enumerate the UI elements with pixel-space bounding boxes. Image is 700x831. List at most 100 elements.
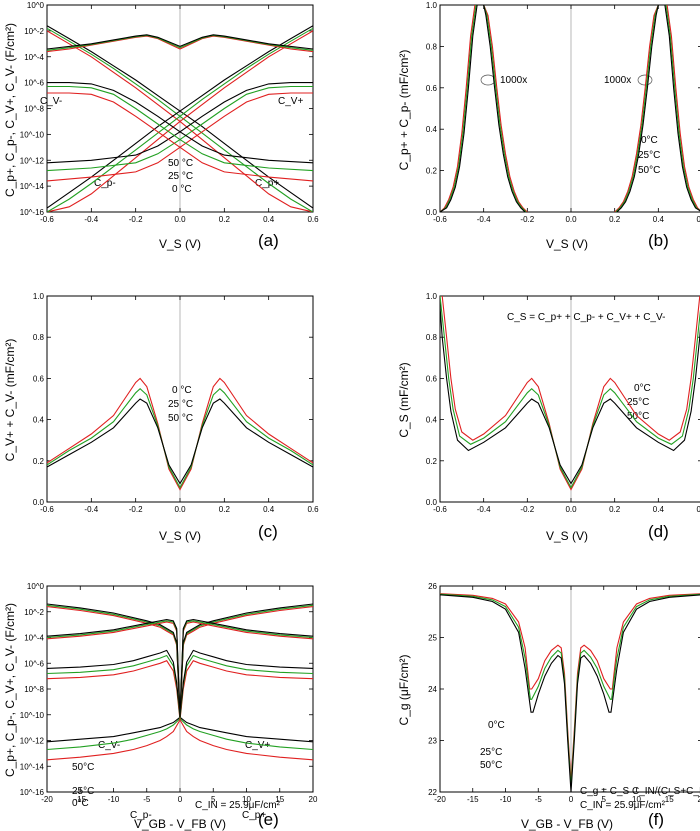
- x-tick-label-d: 0.4: [653, 505, 665, 514]
- annotation-0c-b: 0°C: [641, 135, 658, 146]
- xlabel-f: V_GB - V_FB (V): [521, 817, 613, 831]
- x-tick-label-a: -0.6: [40, 215, 54, 224]
- y-tick-label-d: 1.0: [426, 292, 438, 301]
- ylabel-e: C_p+, C_p-, C_V+, C_V- (F/cm²): [3, 603, 17, 777]
- y-tick-label-a: 10^-4: [24, 53, 44, 62]
- series-line-b-3: [614, 5, 700, 212]
- x-tick-label-d: 0.2: [609, 505, 621, 514]
- x-tick-label-a: 0.2: [219, 215, 231, 224]
- series-line-a-11: [47, 82, 313, 164]
- annotation-0c-e: 0°C: [72, 798, 89, 809]
- y-tick-label-b: 0.2: [426, 167, 438, 176]
- y-tick-label-d: 0.6: [426, 374, 438, 383]
- xlabel-c: V_S (V): [159, 529, 201, 543]
- series-line-e-14: [47, 603, 181, 718]
- annotation-cv-plus-a: C_V+: [278, 96, 303, 107]
- y-tick-label-c: 1.0: [33, 292, 45, 301]
- series-line-f-0: [440, 593, 700, 782]
- annotation-cv-minus-a: C_V-: [40, 96, 62, 107]
- series-group-b: [440, 5, 700, 212]
- x-tick-label-c: -0.6: [40, 505, 54, 514]
- x-tick-label-f: 15: [665, 795, 674, 804]
- series-line-e-6: [47, 719, 181, 761]
- annotation-cin-f: C_IN = 25.9μF/cm²: [580, 800, 666, 811]
- y-tick-label-a: 10^-12: [20, 156, 45, 165]
- x-tick-label-f: 20: [698, 795, 700, 804]
- y-tick-label-a: 10^-2: [24, 27, 44, 36]
- x-tick-label-f: -10: [500, 795, 512, 804]
- x-tick-label-f: 10: [632, 795, 641, 804]
- annotation-0c-a: 0 °C: [172, 184, 192, 195]
- y-tick-label-b: 1.0: [426, 1, 438, 10]
- y-tick-label-f: 25: [428, 634, 437, 643]
- series-line-a-14: [47, 34, 313, 50]
- annotation-1000x-left-b: 1000x: [500, 75, 527, 86]
- series-line-e-11: [179, 716, 313, 743]
- annotation-cp-plus-e: C_p+: [242, 810, 266, 821]
- series-line-b-5: [616, 5, 700, 212]
- x-tick-label-e: 0: [178, 795, 183, 804]
- series-line-a-10: [47, 85, 313, 172]
- x-tick-label-e: 5: [211, 795, 216, 804]
- x-tick-label-c: 0.6: [307, 505, 319, 514]
- y-tick-label-e: 10^-16: [20, 788, 45, 797]
- y-tick-label-c: 0.6: [33, 374, 45, 383]
- annotation-25c-d: 25°C: [627, 397, 649, 408]
- series-line-e-5: [179, 649, 313, 718]
- series-line-b-10: [665, 5, 700, 212]
- series-line-e-2: [47, 649, 181, 718]
- panel-label-c: (c): [258, 522, 278, 541]
- series-line-c-1: [47, 387, 313, 489]
- series-line-b-7: [440, 5, 477, 212]
- panel-label-a: (a): [258, 231, 279, 250]
- series-line-c-2: [47, 398, 313, 485]
- y-tick-label-f: 26: [428, 582, 437, 591]
- series-line-e-18: [47, 621, 313, 720]
- x-tick-label-d: 0.0: [565, 505, 577, 514]
- series-line-e-8: [47, 716, 181, 743]
- x-tick-label-a: -0.4: [84, 215, 98, 224]
- x-tick-label-e: -20: [41, 795, 53, 804]
- plot-frame-b: [439, 4, 700, 213]
- annotation-0c-f: 0°C: [488, 720, 505, 731]
- y-tick-label-d: 0.2: [426, 457, 438, 466]
- y-tick-label-f: 23: [428, 737, 437, 746]
- annotation-50c-f: 50°C: [480, 760, 502, 771]
- annotation-cv-plus-e: C_V+: [245, 740, 270, 751]
- x-tick-label-e: -5: [143, 795, 151, 804]
- annotation-1000x-right-b: 1000x: [604, 75, 631, 86]
- annotation-cp-minus-e: C_p-: [130, 810, 152, 821]
- x-tick-label-a: 0.0: [174, 215, 186, 224]
- y-tick-label-b: 0.8: [426, 42, 438, 51]
- annotation-0c-d: 0°C: [634, 383, 651, 394]
- panel-label-f: (f): [648, 810, 664, 829]
- series-line-e-3: [179, 660, 313, 720]
- series-line-d-1: [440, 296, 700, 489]
- series-line-a-13: [47, 34, 313, 51]
- ylabel-f: C_g (μF/cm²): [397, 655, 411, 726]
- x-tick-label-d: 0.6: [696, 505, 700, 514]
- series-line-a-12: [47, 35, 313, 53]
- x-tick-label-c: 0.2: [219, 505, 231, 514]
- x-tick-label-c: 0.4: [263, 505, 275, 514]
- x-tick-label-a: 0.4: [263, 215, 275, 224]
- y-tick-label-e: 10^-8: [24, 685, 44, 694]
- y-tick-label-b: 0.6: [426, 84, 438, 93]
- y-tick-label-e: 10^-12: [20, 737, 45, 746]
- series-line-b-9: [666, 5, 700, 211]
- annotation-cp-plus-a: C_p+: [255, 178, 279, 189]
- ylabel-a: C_p+, C_p-, C_V+, C_V- (F/cm²): [3, 23, 17, 197]
- series-line-e-9: [179, 719, 313, 761]
- x-tick-label-a: -0.2: [129, 215, 143, 224]
- x-tick-label-c: 0.0: [174, 505, 186, 514]
- series-line-d-2: [440, 306, 700, 485]
- x-tick-label-c: -0.4: [84, 505, 98, 514]
- annotation-cin-e: C_IN = 25.9μF/cm²: [195, 800, 281, 811]
- x-tick-label-f: 0: [569, 795, 574, 804]
- plot-d: -0.6 -0.4 -0.2 0.0 0.2 0.4 0.6 0.0 0.2 0.4 0.6 0.8 1…: [426, 292, 700, 514]
- series-line-e-17: [179, 603, 313, 718]
- y-tick-label-e: 10^-14: [20, 762, 45, 771]
- annotation-cv-minus-e: C_V-: [98, 740, 120, 751]
- annotation-50c-b: 50°C: [638, 165, 660, 176]
- x-tick-label-b: 0.0: [565, 215, 577, 224]
